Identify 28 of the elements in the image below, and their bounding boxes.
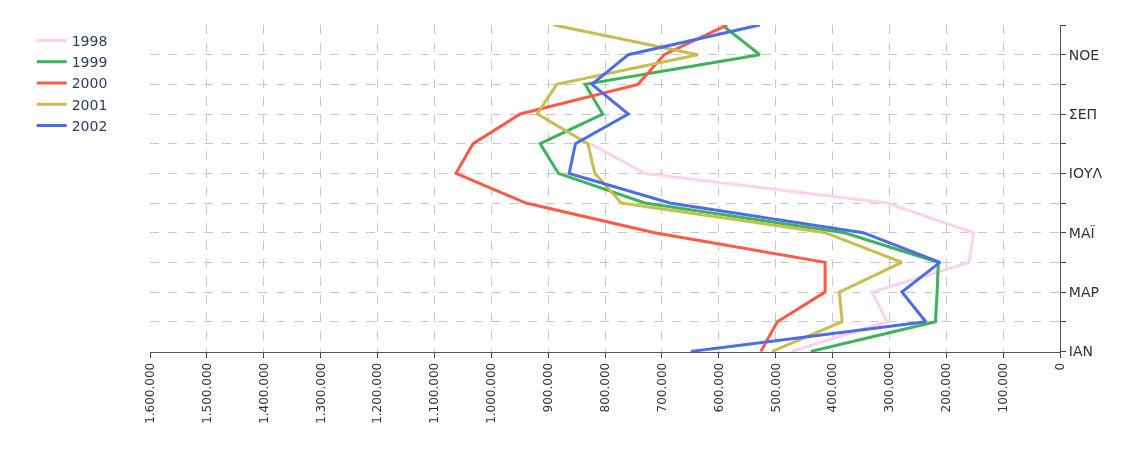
x-tick-label: 400.000 bbox=[825, 362, 840, 413]
legend-label: 2000 bbox=[71, 75, 108, 92]
legend-label: 1998 bbox=[71, 33, 108, 50]
y-tick-label: ΙΑΝ bbox=[1068, 343, 1093, 360]
x-tick-label: 900.000 bbox=[541, 362, 556, 413]
y-tick-label: ΙΟΥΛ bbox=[1068, 165, 1103, 182]
y-tick-label: ΣΕΠ bbox=[1068, 105, 1098, 122]
x-tick-label: 600.000 bbox=[711, 362, 726, 413]
legend-label: 2001 bbox=[71, 96, 108, 113]
x-tick-label: 300.000 bbox=[882, 362, 897, 413]
y-tick-label: ΝΟΕ bbox=[1068, 46, 1100, 63]
x-tick-label: 500.000 bbox=[768, 362, 783, 413]
x-tick-label: 1.000.000 bbox=[484, 362, 499, 424]
legend-label: 2002 bbox=[71, 117, 108, 134]
y-tick-label: ΜΑΪ bbox=[1068, 223, 1096, 241]
x-tick-label: 1.500.000 bbox=[199, 362, 214, 424]
x-tick-label: 800.000 bbox=[597, 362, 612, 413]
x-tick-label: 200.000 bbox=[939, 362, 954, 413]
x-tick-label: 1.400.000 bbox=[256, 362, 271, 424]
x-tick-label: 0 bbox=[1052, 362, 1067, 371]
legend-label: 1999 bbox=[71, 54, 108, 71]
x-tick-label: 1.300.000 bbox=[313, 362, 328, 424]
y-tick-label: ΜΑΡ bbox=[1068, 283, 1099, 300]
x-tick-label: 700.000 bbox=[654, 362, 669, 413]
x-tick-label: 1.200.000 bbox=[370, 362, 385, 424]
x-tick-label: 1.100.000 bbox=[427, 362, 442, 424]
x-tick-label: 100.000 bbox=[996, 362, 1011, 413]
x-tick-label: 1.600.000 bbox=[142, 362, 157, 424]
